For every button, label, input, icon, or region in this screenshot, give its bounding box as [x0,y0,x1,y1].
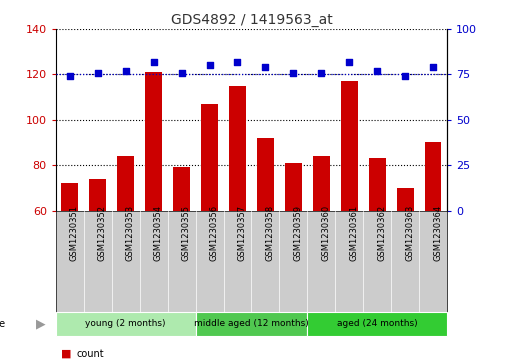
Text: GSM1230361: GSM1230361 [350,205,358,261]
Point [93,70,102,76]
Text: GSM1230362: GSM1230362 [377,205,386,261]
Point [150,59,158,65]
Bar [117,156,134,211]
Text: ▶: ▶ [36,318,45,330]
Text: GSM1230357: GSM1230357 [237,205,246,261]
Text: GSM1230359: GSM1230359 [294,205,302,261]
Text: middle aged (12 months): middle aged (12 months) [194,319,309,329]
Point [205,62,214,68]
Text: GSM1230352: GSM1230352 [98,205,107,261]
Bar [369,158,386,211]
Bar [173,167,190,211]
Text: count: count [76,349,104,359]
Text: GSM1230358: GSM1230358 [265,205,274,261]
Text: ■: ■ [61,349,72,359]
Bar [145,72,162,211]
Text: age: age [0,319,5,329]
Point [178,70,186,76]
Text: GSM1230360: GSM1230360 [321,205,330,261]
Text: GSM1230355: GSM1230355 [182,205,190,261]
Point [345,59,354,65]
Bar [61,183,78,211]
Point [401,73,409,79]
Bar [341,81,358,211]
Text: GSM1230354: GSM1230354 [153,205,163,261]
Point [317,70,325,76]
Text: GSM1230363: GSM1230363 [405,205,414,261]
Point [66,73,74,79]
Point [261,64,269,70]
Bar [201,104,218,211]
Bar [229,86,246,211]
Bar [313,156,330,211]
Text: aged (24 months): aged (24 months) [337,319,418,329]
Bar [425,142,441,211]
Point [122,68,130,74]
Text: GSM1230351: GSM1230351 [70,205,79,261]
Text: GSM1230356: GSM1230356 [209,205,218,261]
Bar [89,179,106,211]
Text: GSM1230364: GSM1230364 [433,205,442,261]
Point [290,70,298,76]
Title: GDS4892 / 1419563_at: GDS4892 / 1419563_at [171,13,332,26]
Point [373,68,381,74]
Point [429,64,437,70]
Text: GSM1230353: GSM1230353 [126,205,135,261]
Text: young (2 months): young (2 months) [85,319,166,329]
Bar [397,188,414,211]
Point [234,59,242,65]
Bar [257,138,274,211]
Bar [285,163,302,211]
